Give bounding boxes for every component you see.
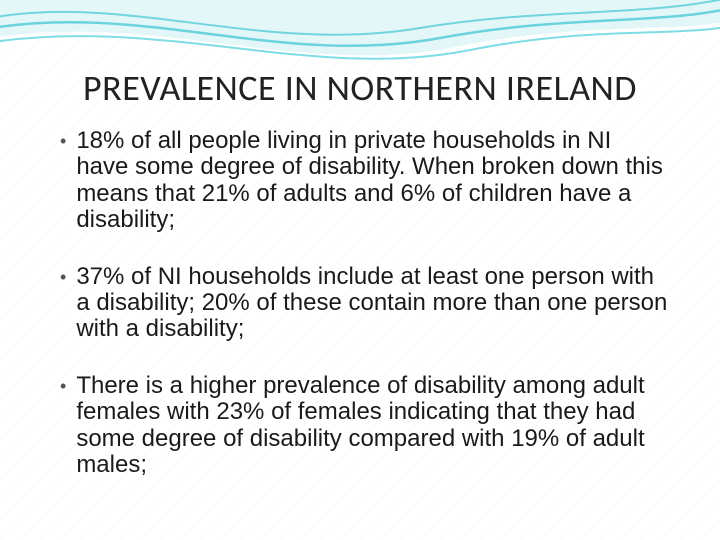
bullet-text: 37% of NI households include at least on…: [76, 264, 670, 343]
bullet-text: There is a higher prevalence of disabili…: [76, 373, 670, 479]
bullet-item: • There is a higher prevalence of disabi…: [60, 373, 670, 479]
bullet-item: • 37% of NI households include at least …: [60, 264, 670, 343]
bullet-marker: •: [60, 132, 66, 152]
bullet-marker: •: [60, 377, 66, 397]
bullet-item: • 18% of all people living in private ho…: [60, 128, 670, 234]
content-area: • 18% of all people living in private ho…: [60, 128, 670, 508]
bullet-marker: •: [60, 268, 66, 288]
slide-title: PREVALENCE IN NORTHERN IRELAND: [0, 66, 720, 110]
wave-fill: [0, 0, 720, 55]
bullet-text: 18% of all people living in private hous…: [76, 128, 670, 234]
